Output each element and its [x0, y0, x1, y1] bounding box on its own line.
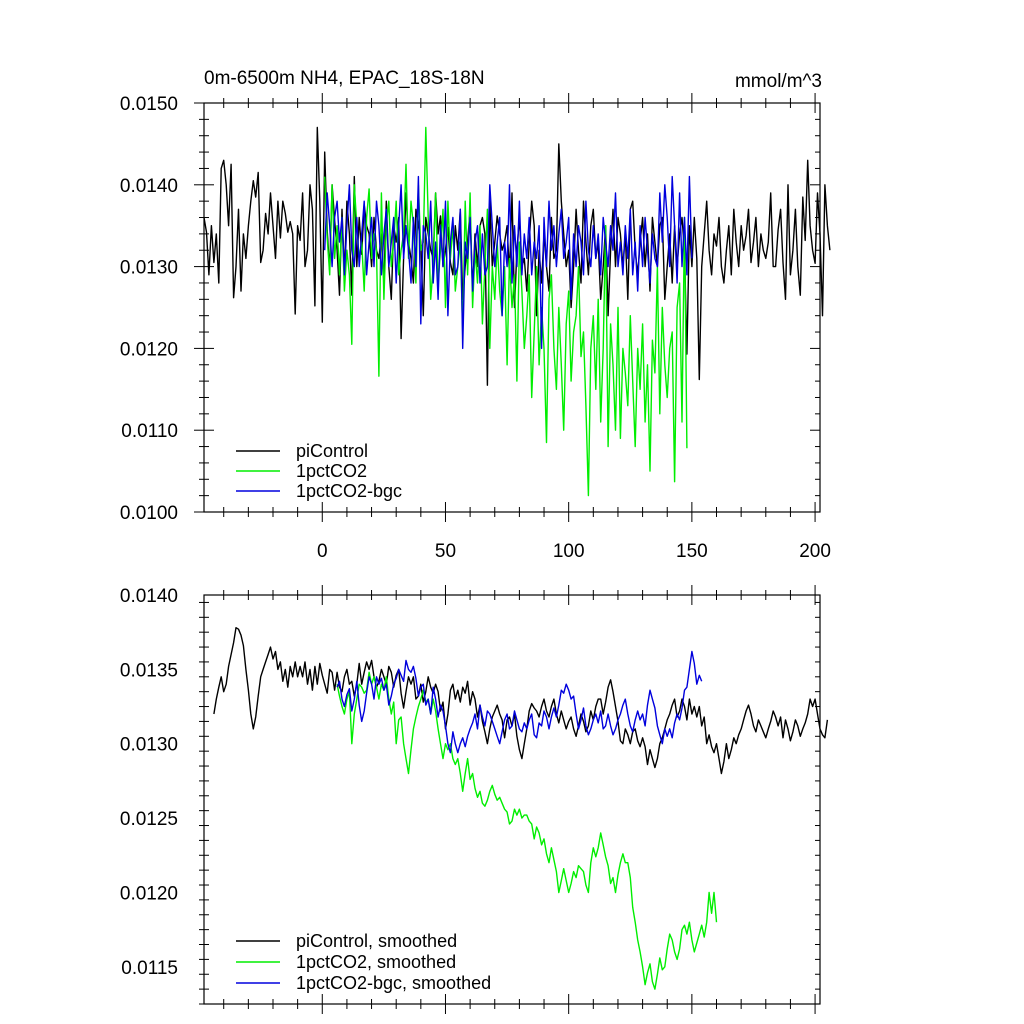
- y-tick-label: 0.0130: [120, 735, 178, 756]
- top-legend-label-picontrol: piControl: [296, 441, 368, 461]
- y-tick-label: 0.0120: [120, 339, 178, 360]
- y-tick-label: 0.0140: [120, 176, 178, 197]
- top-series-line-1pctco2-bgc: [324, 175, 693, 350]
- top-series-line-1pctco2: [324, 126, 688, 497]
- top-chart-units: mmol/m^3: [735, 71, 822, 92]
- x-tick-label: 150: [676, 541, 708, 562]
- y-tick-label: 0.0110: [121, 421, 178, 442]
- x-tick-label: 0: [317, 541, 328, 562]
- y-tick-label: 0.0100: [120, 503, 178, 524]
- bottom-plot-lines: [213, 627, 829, 990]
- bottom-series-line-1pctco2-bgc-smoothed: [336, 650, 703, 754]
- top-plot-lines: [203, 126, 831, 497]
- bottom-plot-frame: [203, 594, 821, 1005]
- top-legend-label-1pctco2: 1pctCO2: [296, 461, 367, 481]
- bottom-legend: piControl, smoothed 1pctCO2, smoothed 1p…: [236, 931, 491, 993]
- bottom-series-line-picontrol-smoothed: [213, 627, 829, 775]
- x-tick-label: 200: [799, 541, 831, 562]
- y-tick-label: 0.0135: [120, 660, 178, 681]
- top-axis-ticks: 0 50 100 150 200 0.0100 0.0110 0.0120 0.0130 0.01…: [120, 93, 831, 562]
- y-tick-label: 0.0150: [120, 94, 178, 115]
- y-tick-label: 0.0130: [120, 258, 178, 279]
- x-tick-label: 100: [553, 541, 585, 562]
- top-plot-frame: [203, 102, 821, 513]
- bottom-legend-label-picontrol: piControl, smoothed: [296, 931, 457, 951]
- y-tick-label: 0.0125: [120, 809, 178, 830]
- bottom-legend-label-1pctco2: 1pctCO2, smoothed: [296, 952, 456, 972]
- top-legend: piControl 1pctCO2 1pctCO2-bgc: [236, 441, 402, 501]
- top-chart-title: 0m-6500m NH4, EPAC_18S-18N: [204, 68, 485, 89]
- x-tick-label: 50: [435, 541, 456, 562]
- top-legend-label-1pctco2-bgc: 1pctCO2-bgc: [296, 481, 402, 501]
- bottom-axis-ticks: 0.0115 0.0120 0.0125 0.0130 0.0135 0.0140: [120, 585, 820, 1014]
- y-tick-label: 0.0120: [120, 883, 178, 904]
- y-tick-label: 0.0115: [121, 958, 178, 979]
- bottom-series-line-1pctco2-smoothed: [336, 671, 718, 990]
- bottom-panel: 0.0115 0.0120 0.0125 0.0130 0.0135 0.0140 piC…: [120, 585, 829, 1014]
- bottom-legend-label-1pctco2-bgc: 1pctCO2-bgc, smoothed: [296, 973, 491, 993]
- top-panel: 0m-6500m NH4, EPAC_18S-18N mmol/m^3 0 50 1…: [120, 68, 831, 562]
- y-tick-label: 0.0140: [120, 586, 178, 607]
